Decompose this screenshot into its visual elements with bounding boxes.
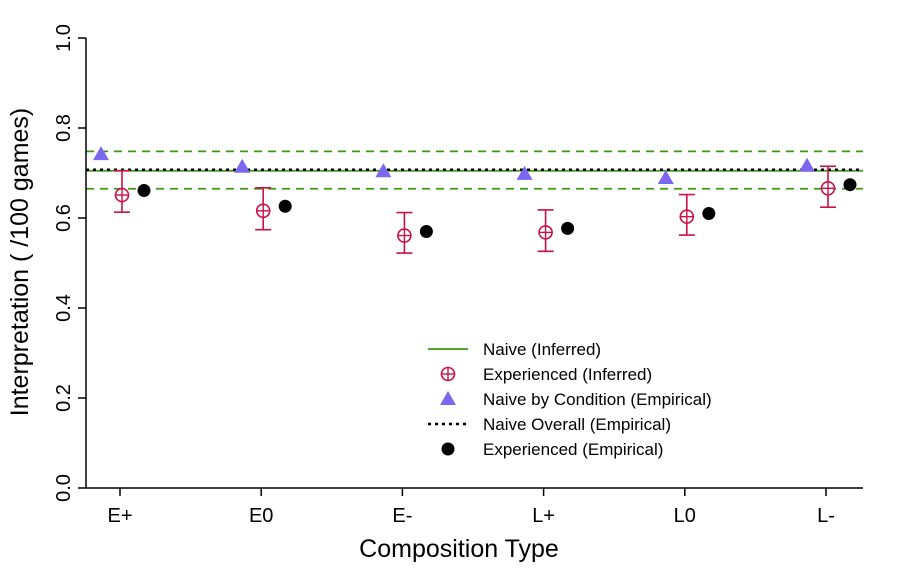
experienced-empirical-point — [843, 178, 857, 192]
naive-by-condition-point — [375, 163, 392, 178]
x-tick-label: E- — [392, 505, 412, 527]
x-tick-label: L- — [817, 505, 835, 527]
legend-label-naive-overall: Naive Overall (Empirical) — [483, 415, 671, 434]
experienced-empirical-point — [561, 221, 575, 235]
experienced-empirical-point — [419, 225, 433, 238]
legend: Naive (Inferred) Experienced (Inferred) Na… — [428, 340, 712, 459]
y-tick-label: 0.8 — [53, 114, 75, 142]
x-tick-label: E0 — [249, 505, 273, 527]
legend-label-experienced-empirical: Experienced (Empirical) — [483, 440, 663, 459]
x-axis-title: Composition Type — [359, 535, 559, 563]
legend-key-naive-by-condition — [440, 391, 456, 405]
naive-by-condition-point — [516, 165, 533, 180]
y-tick-label: 0.2 — [53, 384, 75, 412]
experienced-empirical-point — [137, 184, 151, 198]
experienced-empirical-point — [278, 199, 292, 213]
legend-label-naive-inferred: Naive (Inferred) — [483, 340, 601, 359]
x-tick-label: L+ — [532, 505, 555, 527]
legend-label-experienced-inferred: Experienced (Inferred) — [483, 365, 652, 384]
y-tick-label: 1.0 — [53, 24, 75, 52]
chart-marks — [86, 146, 863, 254]
experienced-empirical-point — [702, 207, 716, 220]
y-tick-label: 0.0 — [53, 474, 75, 502]
y-axis-title: Interpretation ( /100 games) — [6, 108, 34, 417]
naive-by-condition-point — [657, 169, 674, 184]
naive-by-condition-point — [234, 158, 251, 173]
naive-by-condition-point — [799, 157, 815, 172]
naive-by-condition-point — [93, 146, 109, 161]
legend-label-naive-by-condition: Naive by Condition (Empirical) — [483, 390, 712, 409]
legend-key-experienced-empirical — [441, 442, 455, 456]
x-tick-label: L0 — [674, 505, 696, 527]
x-tick-label: E+ — [107, 505, 132, 527]
y-tick-label: 0.6 — [53, 204, 75, 232]
chart-axes: 0.0 0.2 0.4 0.6 0.8 1.0 E+ E0 E- L+ L0 L- — [53, 24, 863, 527]
y-tick-label: 0.4 — [53, 294, 75, 322]
